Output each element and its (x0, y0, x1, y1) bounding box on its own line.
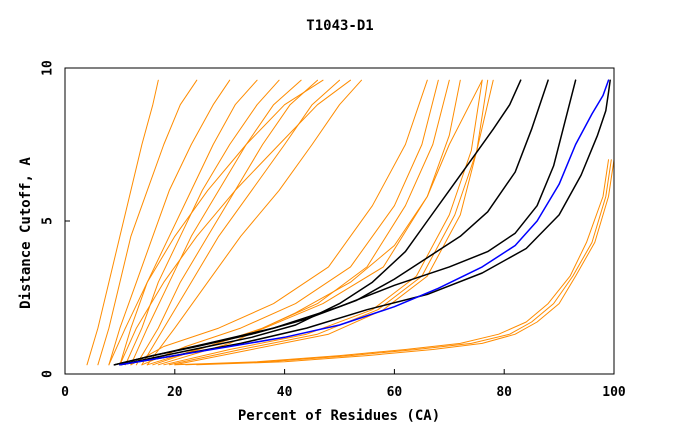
series-line-model-10 (108, 79, 324, 366)
curves-layer (86, 79, 615, 366)
y-tick-label: 10 (41, 60, 56, 76)
series-line-model-5 (124, 79, 280, 366)
y-tick-label: 5 (41, 217, 56, 225)
y-tick-label: 0 (41, 370, 56, 378)
series-line-model-22 (196, 159, 615, 366)
ticks-layer: 0 20 40 60 80 100 0 5 10 (41, 60, 626, 400)
x-tick-label: 60 (387, 385, 403, 400)
series-line-model-27 (119, 79, 610, 366)
chart-title: T1043-D1 (306, 18, 373, 34)
series-line-model-21 (185, 159, 612, 366)
series-line-model-20 (174, 159, 609, 366)
x-tick-label: 100 (602, 385, 626, 400)
series-line-model-12 (130, 79, 428, 366)
series-line-model-25 (113, 79, 577, 366)
series-line-model-6 (130, 79, 302, 366)
series-line-model-26 (119, 79, 611, 366)
series-line-model-11 (119, 79, 351, 366)
series-line-model-8 (141, 79, 340, 366)
series-line-model-23 (119, 79, 522, 366)
x-axis-label: Percent of Residues (CA) (238, 408, 440, 424)
series-line-model-3 (108, 79, 231, 366)
series-line-model-18 (168, 79, 489, 366)
y-axis-label: Distance Cutoff, A (18, 157, 34, 309)
series-line-model-13 (141, 79, 439, 366)
series-line-model-16 (157, 79, 483, 366)
series-line-model-17 (163, 79, 483, 366)
series-line-model-1 (86, 79, 159, 366)
x-tick-label: 80 (496, 385, 512, 400)
series-line-model-9 (146, 79, 362, 366)
series-line-model-15 (146, 79, 461, 366)
x-tick-label: 40 (277, 385, 293, 400)
series-line-model-19 (174, 79, 494, 366)
x-tick-label: 20 (167, 385, 183, 400)
series-line-model-2 (97, 79, 198, 366)
x-tick-label: 0 (61, 385, 69, 400)
series-line-model-4 (119, 79, 258, 366)
series-line-model-7 (135, 79, 318, 366)
